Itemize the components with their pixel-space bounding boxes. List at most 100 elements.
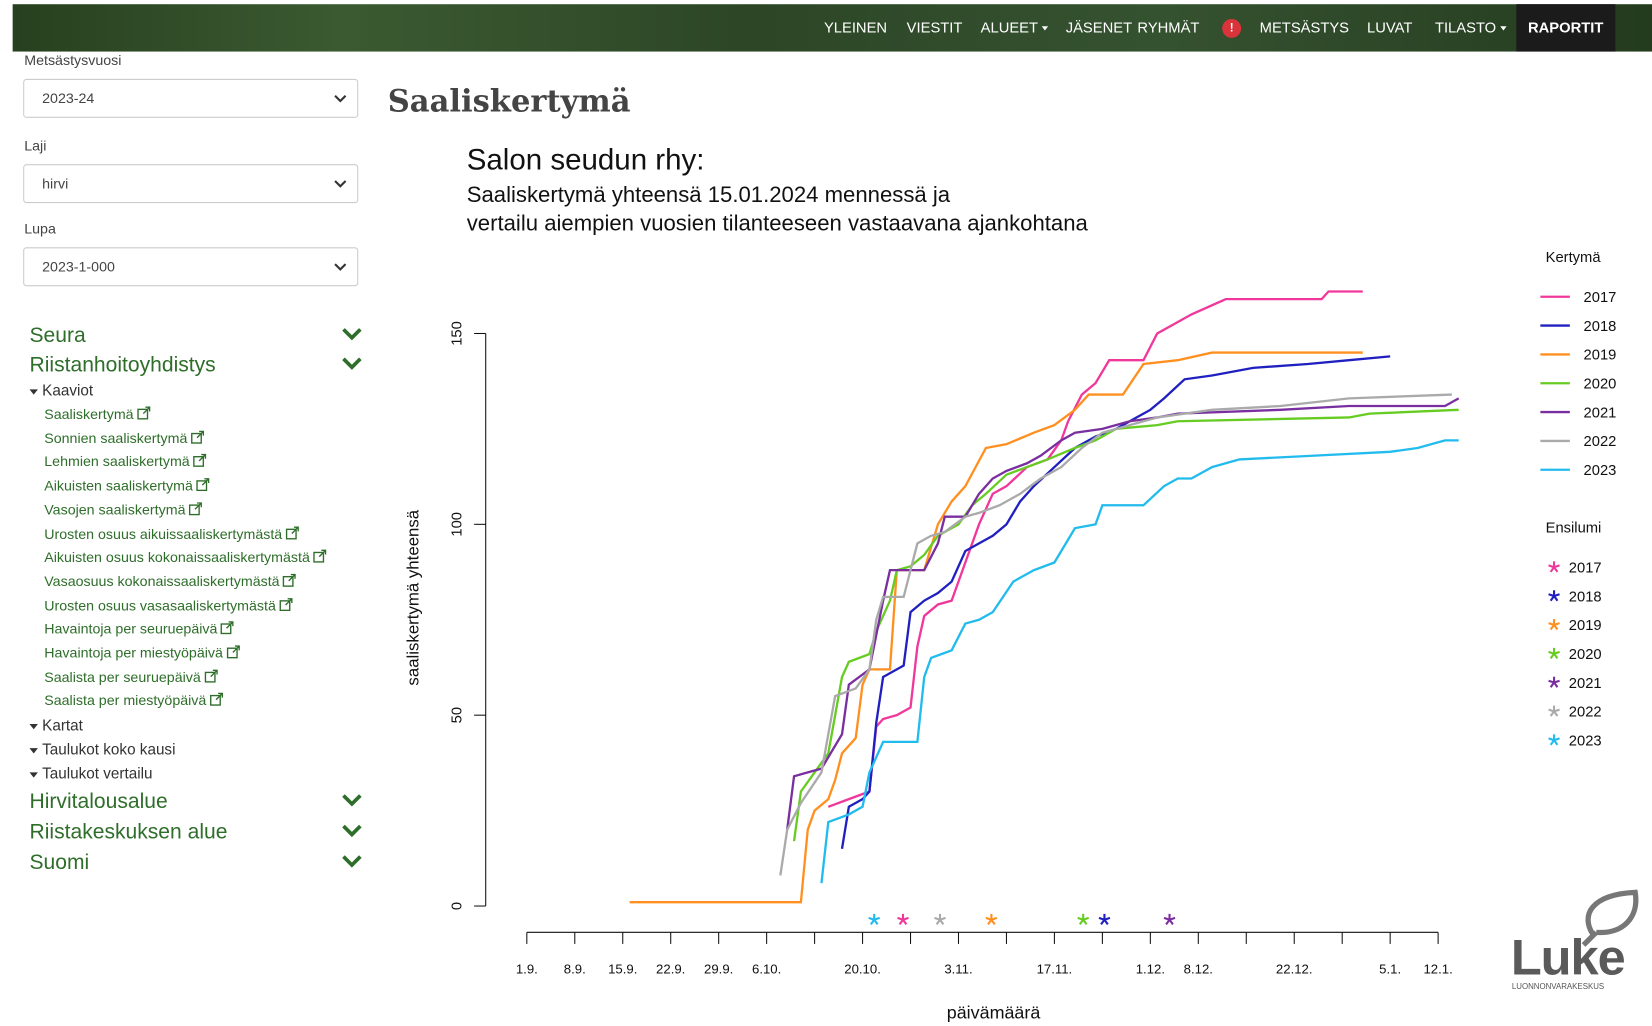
accordion-section-text: Suomi [29, 851, 90, 875]
legend-title: Kertymä [1546, 250, 1602, 266]
legend-label: 2023 [1569, 733, 1602, 749]
nav-bar: YLEINEN VIESTIT ALUEET JÄSENET RYHMÄT METSÄST… [12, 4, 1652, 52]
accordion-section[interactable]: Hirvitalousalue [30, 790, 168, 814]
sidebar-link[interactable]: Urosten osuus aikuissaaliskertymästä [44, 526, 299, 541]
filter-label-text: Laji [24, 137, 47, 154]
accordion-section[interactable]: Seura [30, 324, 86, 348]
sidebar-link[interactable]: Havaintoja per seuruepäivä [44, 621, 234, 637]
sidebar-link[interactable]: Urosten osuus vasasaaliskertymästä [44, 597, 293, 614]
tree-group[interactable]: Taulukot koko kausi [29, 742, 176, 759]
nav-item[interactable]: YLEINEN [824, 4, 887, 51]
first-snow-marker [1098, 913, 1111, 926]
nav-item-text: LUVAT [1367, 18, 1413, 36]
filter-label: Lupa [24, 221, 56, 237]
x-tick-label: 1.12. [1136, 961, 1165, 976]
nav-item[interactable]: LUVAT [1367, 4, 1412, 51]
nav-item-text: RYHMÄT [1137, 18, 1200, 36]
y-tick-label: 0 [449, 902, 465, 910]
accordion-section-text: Riistanhoitoyhdistys [29, 353, 216, 377]
accordion-section[interactable]: Suomi [30, 851, 90, 875]
sidebar-link-text: Lehmien saaliskertymä [44, 453, 190, 470]
sidebar-link[interactable]: Vasojen saaliskertymä [44, 502, 202, 518]
legend-label: 2022 [1584, 434, 1617, 450]
x-tick-label: 15.9. [608, 961, 637, 976]
nav-item-text: YLEINEN [823, 18, 888, 36]
chart-subtitle: vertailu aiempien vuosien tilanteeseen v… [467, 210, 1089, 235]
sidebar-link[interactable]: Saalista per miestyöpäivä [44, 693, 223, 709]
series-line [779, 393, 1452, 876]
tree-group[interactable]: Kaaviot [29, 383, 93, 400]
select[interactable]: hirvi [23, 164, 359, 204]
nav-item-text: METSÄSTYS [1259, 18, 1350, 36]
first-snow-marker [934, 913, 946, 926]
nav-item[interactable]: RAPORTIT [1516, 4, 1615, 52]
nav-item[interactable]: VIESTIT [907, 4, 963, 51]
first-snow-marker [985, 913, 998, 926]
y-tick-label: 50 [449, 707, 465, 723]
filter-label-text: Lupa [24, 220, 56, 237]
select[interactable]: 2023-24 [23, 78, 359, 118]
legend-label: 2022 [1569, 705, 1602, 721]
logo-text: Luke [1511, 928, 1625, 985]
select-arrow [334, 95, 347, 103]
legend-marker [1548, 705, 1560, 717]
nav-item-text: TILASTO [1434, 18, 1497, 36]
external-link-icon [204, 669, 218, 683]
nav-item[interactable]: ALUEET [981, 4, 1049, 51]
sidebar-link-text: Vasaosuus kokonaissaaliskertymästä [44, 573, 280, 590]
sidebar-link-text: Urosten osuus vasasaaliskertymästä [44, 597, 276, 614]
filter-label: Laji [24, 138, 46, 154]
sidebar-link[interactable]: Lehmien saaliskertymä [44, 453, 207, 470]
external-link-icon [189, 502, 202, 516]
series-line [820, 439, 1459, 884]
select[interactable]: 2023-1-000 [23, 247, 359, 287]
legend-label: 2017 [1569, 560, 1602, 576]
accordion-chevron [342, 824, 362, 838]
select-arrow [334, 263, 347, 271]
tree-group-label-text: Taulukot koko kausi [42, 741, 176, 759]
accordion-section[interactable]: Riistakeskuksen alue [30, 821, 228, 845]
external-link-icon [193, 454, 207, 468]
filter-label: Metsästysvuosi [24, 53, 121, 69]
nav-item-text: RAPORTIT [1527, 18, 1604, 36]
tree-group-label: Taulukot koko kausi [42, 742, 175, 759]
nav-item[interactable]: METSÄSTYS [1260, 4, 1349, 51]
nav-item[interactable]: JÄSENET [1066, 4, 1132, 51]
accordion-section-text: Riistakeskuksen alue [29, 820, 228, 844]
tree-caret [29, 747, 38, 754]
filter-label-text: Metsästysvuosi [24, 52, 122, 69]
accordion-chevron [342, 357, 362, 370]
accordion-section-text: Hirvitalousalue [29, 790, 168, 814]
tree-group[interactable]: Kartat [29, 718, 83, 735]
dropdown-caret [1042, 26, 1049, 31]
tree-caret [29, 723, 38, 729]
sidebar-link[interactable]: Havaintoja per miestyöpäivä [44, 645, 240, 661]
x-tick-label: 29.9. [704, 961, 733, 976]
accordion-chevron [342, 794, 362, 807]
series-line [792, 408, 1459, 842]
sidebar-link[interactable]: Vasaosuus kokonaissaaliskertymästä [44, 573, 297, 590]
x-tick-label: 3.11. [944, 961, 972, 976]
x-tick-label: 5.1. [1379, 961, 1401, 976]
legend-label: 2021 [1584, 405, 1617, 421]
x-tick-label: 20.10. [844, 961, 881, 976]
sidebar-link[interactable]: Saaliskertymä [44, 406, 151, 422]
notification-badge: ! [1222, 18, 1242, 38]
sidebar-link[interactable]: Sonnien saaliskertymä [44, 430, 204, 446]
sidebar-link[interactable]: Saalista per seuruepäivä [44, 669, 218, 685]
y-tick-label: 100 [449, 512, 465, 537]
series-line [827, 290, 1363, 808]
legend-label: 2023 [1584, 463, 1617, 479]
nav-item[interactable]: TILASTO [1435, 4, 1507, 51]
tree-group-label-text: Taulukot vertailu [42, 766, 153, 783]
tree-group-label: Kaaviot [42, 383, 93, 400]
external-link-icon [137, 406, 151, 420]
sidebar-link-text: Saaliskertymä [44, 406, 134, 422]
external-link-icon [190, 430, 204, 444]
tree-group[interactable]: Taulukot vertailu [29, 766, 153, 783]
sidebar-link[interactable]: Aikuisten saaliskertymä [44, 478, 210, 494]
nav-item[interactable]: RYHMÄT [1137, 4, 1199, 51]
sidebar-link[interactable]: Aikuisten osuus kokonaissaaliskertymästä [44, 549, 327, 565]
accordion-section[interactable]: Riistanhoitoyhdistys [30, 354, 216, 378]
